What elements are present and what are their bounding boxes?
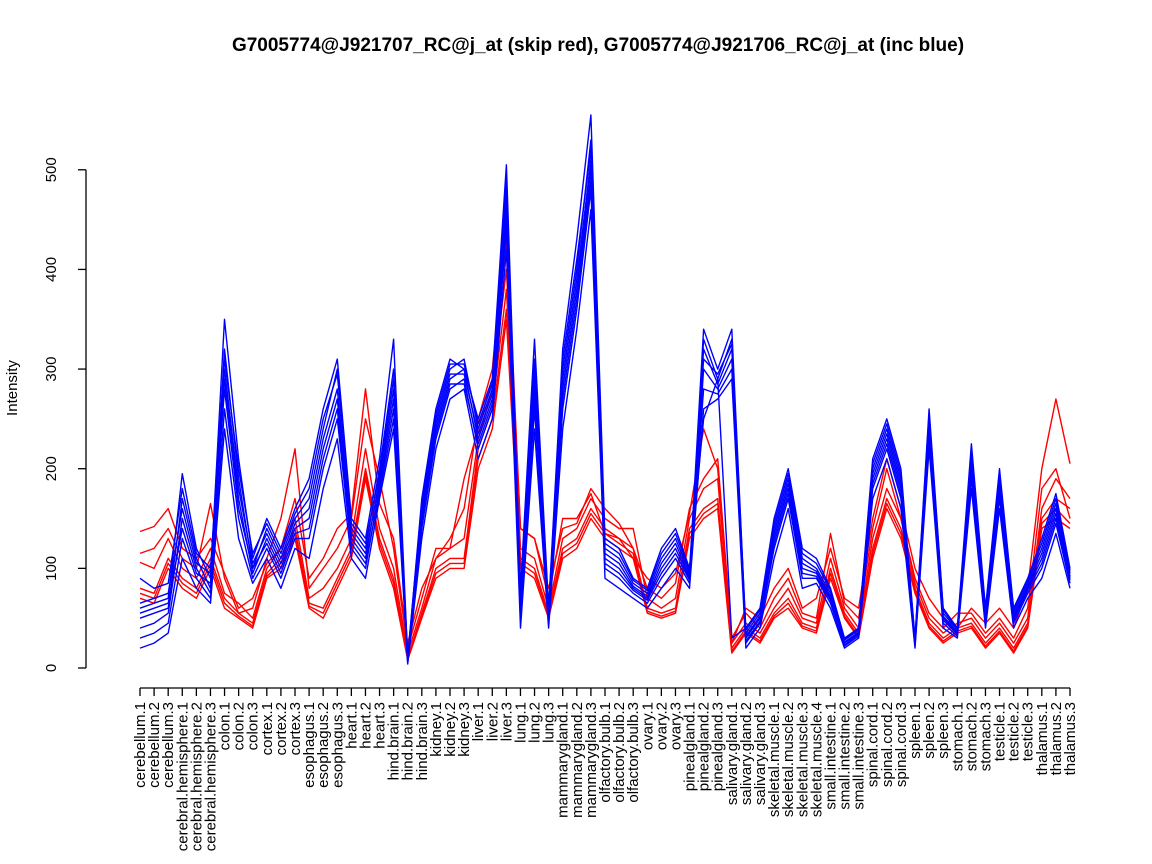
x-tick-label: cortex.1	[259, 702, 276, 755]
series-line-skip-5	[139, 318, 1071, 661]
series-line-inc-7	[139, 159, 1071, 660]
y-axis: 0 100 200 300 400 500	[43, 157, 87, 672]
x-tick-label: esophagus.3	[329, 702, 346, 788]
x-tick-label: liver.2	[484, 702, 501, 741]
x-axis: cerebellum.1cerebellum.2cerebellum.3cere…	[132, 687, 1079, 851]
x-tick-label: cerebellum.3	[160, 702, 177, 788]
x-tick-label: skeletal.muscle.2	[780, 702, 797, 817]
x-tick-label: esophagus.2	[315, 702, 332, 788]
x-tick-label: cerebellum.1	[132, 702, 149, 788]
x-tick-label: cerebral.hemisphere.3	[202, 702, 219, 851]
x-tick-label: cerebral.hemisphere.2	[188, 702, 205, 851]
x-tick-label: heart.3	[372, 702, 389, 749]
series-line-inc-6	[139, 179, 1071, 662]
series-line-skip-6	[139, 308, 1071, 660]
x-tick-label: stomach.2	[963, 702, 980, 771]
x-tick-label: skeletal.muscle.4	[808, 702, 825, 817]
x-tick-label: cerebellum.2	[146, 702, 163, 788]
series-line-skip-2	[139, 238, 1071, 649]
x-tick-label: small.intestine.1	[822, 702, 839, 810]
x-tick-label: testicle.2	[1006, 702, 1023, 761]
x-tick-label: hind.brain.2	[400, 702, 417, 780]
x-tick-label: small.intestine.2	[837, 702, 854, 810]
series-line-inc-3	[139, 169, 1071, 663]
series-group	[139, 114, 1071, 665]
x-tick-label: colon.3	[245, 702, 262, 750]
x-tick-label: mammarygland.1	[555, 702, 572, 818]
x-tick-label: skeletal.muscle.1	[766, 702, 783, 817]
x-tick-label: cortex.2	[273, 702, 290, 755]
x-tick-label: liver.3	[498, 702, 515, 741]
x-tick-label: lung.1	[512, 702, 529, 743]
x-tick-label: thalamus.1	[1034, 702, 1051, 775]
x-tick-label: lung.3	[541, 702, 558, 743]
x-tick-label: salivary.gland.3	[752, 702, 769, 805]
y-tick-label: 200	[43, 456, 60, 481]
x-tick-label: kidney.1	[428, 702, 445, 757]
chart-title: G7005774@J921707_RC@j_at (skip red), G70…	[232, 35, 964, 56]
x-tick-label: ovary.1	[639, 702, 656, 750]
x-tick-label: olfactory.bulb.2	[611, 702, 628, 803]
series-line-inc-2	[139, 139, 1071, 661]
x-tick-label: spleen.2	[921, 702, 938, 759]
x-tick-label: ovary.3	[667, 702, 684, 750]
x-tick-label: lung.2	[527, 702, 544, 743]
x-tick-label: spleen.3	[935, 702, 952, 759]
y-tick-label: 0	[43, 664, 60, 672]
x-tick-label: ovary.2	[653, 702, 670, 750]
x-tick-label: olfactory.bulb.1	[597, 702, 614, 803]
x-tick-label: pinealgland.3	[710, 702, 727, 791]
x-tick-label: pinealgland.2	[696, 702, 713, 791]
y-tick-label: 500	[43, 157, 60, 182]
x-tick-label: mammarygland.3	[583, 702, 600, 818]
x-tick-label: cerebral.hemisphere.1	[174, 702, 191, 851]
x-tick-label: thalamus.3	[1062, 702, 1079, 775]
x-tick-label: heart.1	[343, 702, 360, 749]
x-tick-label: stomach.3	[977, 702, 994, 771]
x-tick-label: hind.brain.1	[386, 702, 403, 780]
x-tick-label: stomach.1	[949, 702, 966, 771]
x-tick-label: esophagus.1	[301, 702, 318, 788]
y-tick-label: 100	[43, 556, 60, 581]
series-line-inc-5	[139, 208, 1071, 665]
x-tick-label: testicle.1	[992, 702, 1009, 761]
x-tick-label: cortex.3	[287, 702, 304, 755]
x-tick-label: testicle.3	[1020, 702, 1037, 761]
x-tick-label: colon.1	[217, 702, 234, 750]
x-tick-label: spleen.1	[907, 702, 924, 759]
x-tick-label: olfactory.bulb.3	[625, 702, 642, 803]
x-tick-label: spinal.cord.3	[893, 702, 910, 787]
x-tick-label: kidney.2	[442, 702, 459, 757]
x-tick-label: spinal.cord.2	[879, 702, 896, 787]
series-line-inc-8	[139, 149, 1071, 657]
x-tick-label: mammarygland.2	[569, 702, 586, 818]
x-tick-label: small.intestine.3	[851, 702, 868, 810]
x-tick-label: salivary.gland.2	[738, 702, 755, 805]
x-tick-label: pinealgland.1	[682, 702, 699, 791]
x-tick-label: skeletal.muscle.3	[794, 702, 811, 817]
y-tick-label: 300	[43, 357, 60, 382]
x-tick-label: colon.2	[231, 702, 248, 750]
x-tick-label: kidney.3	[456, 702, 473, 757]
x-tick-label: liver.1	[470, 702, 487, 741]
y-tick-label: 400	[43, 257, 60, 282]
x-tick-label: thalamus.2	[1048, 702, 1065, 775]
x-tick-label: hind.brain.3	[414, 702, 431, 780]
x-tick-label: spinal.cord.1	[865, 702, 882, 787]
x-tick-label: salivary.gland.1	[724, 702, 741, 805]
x-tick-label: heart.2	[357, 702, 374, 749]
y-axis-label: Intensity	[4, 360, 21, 416]
